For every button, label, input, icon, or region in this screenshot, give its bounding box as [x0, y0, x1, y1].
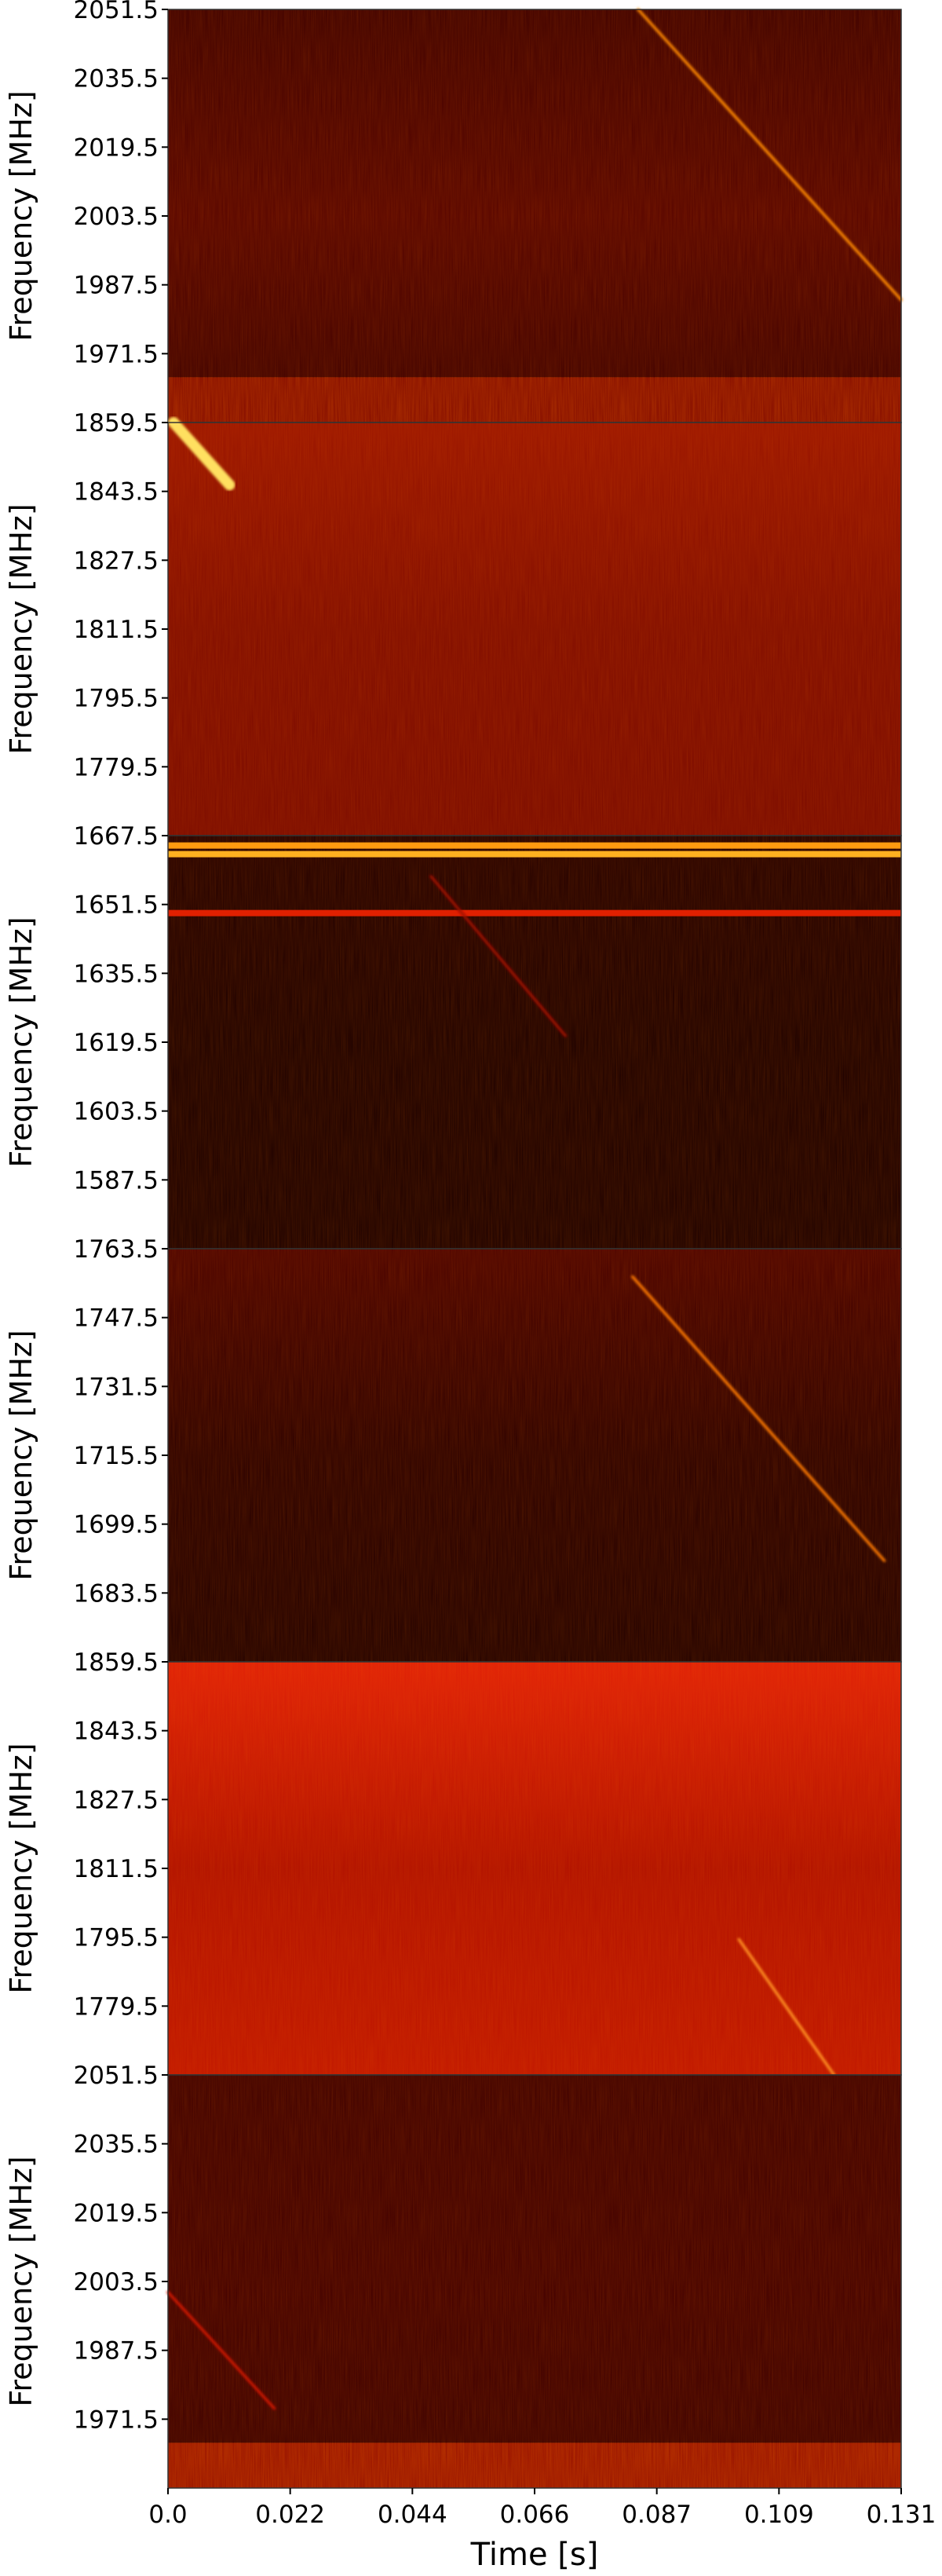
- y-axis-label: Frequency [MHz]: [4, 1743, 38, 1993]
- panels: 2051.5 2035.5 2019.5 2003.5 1987.5 1971.5 Freq…: [4, 0, 903, 2489]
- y-tick-label: 2035.5: [74, 65, 159, 93]
- heatmap-noise: [168, 2075, 901, 2488]
- heatmap-noise: [168, 836, 901, 1249]
- y-tick-label: 1619.5: [74, 1029, 159, 1057]
- heatmap-noise: [168, 1662, 901, 2075]
- x-tick-label: 0.066: [500, 2501, 570, 2529]
- y-tick-label: 1731.5: [74, 1373, 159, 1401]
- y-tick-label: 1843.5: [74, 1718, 159, 1746]
- dispersed-pulse-sweep: [737, 1937, 836, 2077]
- y-tick-label: 1795.5: [74, 685, 159, 713]
- y-tick-label: 1587.5: [74, 1166, 159, 1195]
- x-tick-label: 0.109: [744, 2501, 814, 2529]
- panel-5: 1859.5 1843.5 1827.5 1811.5 1795.5 1779.5 Freq…: [4, 1648, 902, 2077]
- x-tick-label: 0.131: [867, 2501, 937, 2529]
- panel-2: 1859.5 1843.5 1827.5 1811.5 1795.5 1779.5 Freq…: [4, 409, 902, 836]
- x-tick-label: 0.087: [622, 2501, 692, 2529]
- y-tick-label: 1747.5: [74, 1304, 159, 1333]
- heatmap-noise: [168, 9, 901, 423]
- y-axis-label: Frequency [MHz]: [4, 917, 38, 1167]
- panel-6: 2051.5 2035.5 2019.5 2003.5 1987.5 1971.5 Freq…: [4, 2062, 902, 2489]
- panel-1: 2051.5 2035.5 2019.5 2003.5 1987.5 1971.5 Freq…: [4, 0, 903, 423]
- y-tick-label: 1715.5: [74, 1442, 159, 1470]
- y-axis-label: Frequency [MHz]: [4, 503, 38, 754]
- heatmap-noise: [168, 1249, 901, 1662]
- y-axis-label: Frequency [MHz]: [4, 1330, 38, 1580]
- y-tick-label: 1603.5: [74, 1098, 159, 1126]
- rfi-band-noise: [168, 377, 901, 423]
- y-tick-label: 1859.5: [74, 409, 159, 437]
- y-tick-label: 2035.5: [74, 2131, 159, 2159]
- y-tick-label: 2003.5: [74, 2268, 159, 2296]
- y-tick-label: 1971.5: [74, 340, 159, 368]
- y-tick-label: 1811.5: [74, 616, 159, 644]
- y-tick-label: 1971.5: [74, 2406, 159, 2434]
- y-tick-label: 2051.5: [74, 2062, 159, 2090]
- y-tick-label: 1987.5: [74, 2337, 159, 2366]
- dispersed-pulse-sweep: [429, 875, 567, 1037]
- dispersed-pulse-sweep: [168, 417, 236, 491]
- horizontal-rfi-line: [168, 842, 901, 849]
- horizontal-rfi-line: [168, 851, 901, 858]
- panel-4: 1763.5 1747.5 1731.5 1715.5 1699.5 1683.5 Freq…: [4, 1235, 902, 1663]
- y-tick-label: 2019.5: [74, 134, 159, 162]
- y-tick-label: 1763.5: [74, 1235, 159, 1264]
- rfi-band-noise: [168, 2442, 901, 2488]
- dispersed-pulse-sweep: [631, 1275, 886, 1562]
- panel-3: 1667.5 1651.5 1635.5 1619.5 1603.5 1587.5 Freq…: [4, 822, 902, 1250]
- y-tick-label: 2051.5: [74, 0, 159, 24]
- y-tick-label: 1811.5: [74, 1855, 159, 1883]
- heatmap-noise: [168, 423, 901, 836]
- x-axis-label: Time [s]: [470, 2537, 599, 2573]
- x-tick-label: 0.0: [148, 2501, 187, 2529]
- y-tick-label: 1667.5: [74, 822, 159, 851]
- y-tick-label: 2019.5: [74, 2199, 159, 2227]
- y-tick-label: 1827.5: [74, 1786, 159, 1814]
- y-tick-label: 1827.5: [74, 547, 159, 575]
- y-tick-label: 1779.5: [74, 753, 159, 781]
- y-tick-label: 2003.5: [74, 203, 159, 231]
- y-tick-label: 1779.5: [74, 1992, 159, 2021]
- x-tick-label: 0.022: [255, 2501, 325, 2529]
- y-tick-label: 1683.5: [74, 1579, 159, 1608]
- x-axis: 0.0 0.022 0.044 0.066 0.087 0.109 0.131: [148, 2488, 936, 2529]
- x-tick-label: 0.044: [378, 2501, 447, 2529]
- y-tick-label: 1635.5: [74, 960, 159, 988]
- y-tick-label: 1843.5: [74, 478, 159, 507]
- horizontal-rfi-line: [168, 909, 901, 917]
- y-axis-label: Frequency [MHz]: [4, 2156, 38, 2406]
- y-tick-label: 1987.5: [74, 272, 159, 300]
- dispersed-pulse-sweep: [166, 2290, 276, 2410]
- y-tick-label: 1859.5: [74, 1648, 159, 1677]
- y-axis-label: Frequency [MHz]: [4, 90, 38, 341]
- y-tick-label: 1699.5: [74, 1511, 159, 1539]
- dispersed-pulse-sweep: [637, 8, 903, 302]
- y-tick-label: 1795.5: [74, 1924, 159, 1952]
- y-tick-label: 1651.5: [74, 891, 159, 920]
